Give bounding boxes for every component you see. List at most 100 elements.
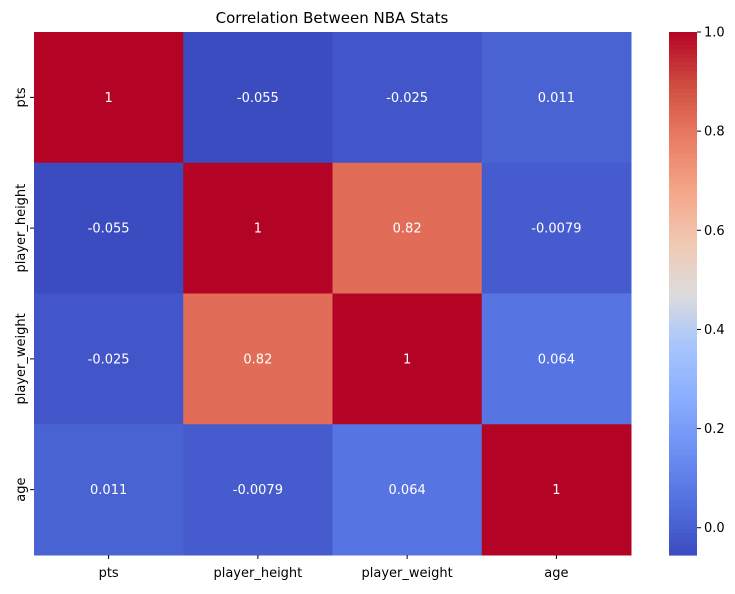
heatmap-cell xyxy=(332,32,483,164)
colorbar-segment xyxy=(669,175,697,181)
cell-annotation: -0.055 xyxy=(88,222,130,237)
colorbar-segment xyxy=(669,467,697,473)
colorbar-segment xyxy=(669,110,697,116)
colorbar-tick-label: 0.6 xyxy=(704,224,725,239)
colorbar-segment xyxy=(669,276,697,282)
colorbar-segment xyxy=(669,363,697,369)
heatmap-cell xyxy=(183,424,333,556)
colorbar-segment xyxy=(669,485,697,491)
colorbar-segment xyxy=(669,32,697,37)
colorbar-segment xyxy=(669,106,697,112)
y-tick-label: player_height xyxy=(14,184,29,273)
colorbar-segment xyxy=(669,88,697,94)
colorbar-segment xyxy=(669,398,697,404)
y-tick-label: age xyxy=(14,478,29,502)
cell-annotation: 0.82 xyxy=(393,222,422,237)
colorbar-segment xyxy=(669,419,697,425)
colorbar-segment xyxy=(669,376,697,382)
colorbar-segment xyxy=(669,332,697,338)
colorbar-segment xyxy=(669,84,697,90)
cell-annotation: -0.055 xyxy=(237,91,279,106)
colorbar-segment xyxy=(669,306,697,312)
colorbar-segment xyxy=(669,454,697,460)
cell-annotation: 1 xyxy=(552,483,560,498)
colorbar-segment xyxy=(669,193,697,199)
x-tick-label: pts xyxy=(99,566,119,581)
colorbar-segment xyxy=(669,71,697,77)
colorbar-segment xyxy=(669,267,697,273)
heatmap-cell xyxy=(183,293,333,425)
colorbar-segment xyxy=(669,201,697,207)
colorbar-segment xyxy=(669,66,697,72)
colorbar-segment xyxy=(669,36,697,42)
colorbar-segment xyxy=(669,367,697,373)
heatmap-cell xyxy=(481,32,632,164)
heatmap-cell xyxy=(332,162,483,294)
colorbar-segment xyxy=(669,215,697,221)
colorbar-segment xyxy=(669,140,697,146)
colorbar-segment xyxy=(669,546,697,552)
cell-annotation: 0.064 xyxy=(389,483,426,498)
colorbar-segment xyxy=(669,262,697,268)
colorbar-segment xyxy=(669,337,697,343)
colorbar-segment xyxy=(669,149,697,155)
colorbar-segment xyxy=(669,328,697,334)
colorbar-segment xyxy=(669,53,697,59)
heatmap-cell xyxy=(34,424,184,556)
cell-annotation: -0.025 xyxy=(386,91,428,106)
cell-annotation: -0.025 xyxy=(88,352,130,367)
colorbar-segment xyxy=(669,350,697,356)
colorbar-segment xyxy=(669,101,697,107)
colorbar-segment xyxy=(669,171,697,177)
colorbar-segment xyxy=(669,158,697,164)
cell-annotation: 1 xyxy=(403,352,411,367)
colorbar-segment xyxy=(669,75,697,81)
heatmap-cell xyxy=(332,424,483,556)
colorbar-segment xyxy=(669,524,697,530)
cell-annotation: -0.0079 xyxy=(531,222,581,237)
colorbar-segment xyxy=(669,437,697,443)
heatmap-cell xyxy=(481,162,632,294)
cell-annotation: 1 xyxy=(104,91,112,106)
colorbar-segment xyxy=(669,533,697,539)
colorbar-segment xyxy=(669,385,697,390)
colorbar-segment xyxy=(669,297,697,303)
colorbar-segment xyxy=(669,358,697,364)
colorbar-segment xyxy=(669,432,697,438)
colorbar-segment xyxy=(669,188,697,194)
colorbar-segment xyxy=(669,520,697,526)
heatmap-annotations: 1 -0.055 -0.025 0.011 -0.055 1 0.82 -0.0079 -0.0… xyxy=(88,91,582,498)
cell-annotation: 1 xyxy=(254,222,262,237)
colorbar-segment xyxy=(669,463,697,469)
colorbar-segment xyxy=(669,507,697,513)
colorbar-segment xyxy=(669,389,697,395)
colorbar-segment xyxy=(669,123,697,129)
colorbar-segment xyxy=(669,245,697,251)
colorbar-segment xyxy=(669,293,697,299)
heatmap-cells xyxy=(34,32,632,556)
colorbar-segment xyxy=(669,472,697,478)
colorbar-segment xyxy=(669,236,697,242)
colorbar-segment xyxy=(669,127,697,133)
colorbar: 0.0 0.2 0.4 0.6 0.8 1.0 xyxy=(669,26,725,556)
colorbar-segment xyxy=(669,441,697,447)
colorbar-segment xyxy=(669,154,697,159)
colorbar-segment xyxy=(669,132,697,138)
colorbar-segment xyxy=(669,324,697,329)
colorbar-segment xyxy=(669,62,697,68)
cell-annotation: 0.82 xyxy=(243,352,272,367)
x-tick-label: age xyxy=(544,566,568,581)
colorbar-segment xyxy=(669,58,697,64)
colorbar-segment xyxy=(669,341,697,347)
colorbar-segment xyxy=(669,284,697,290)
colorbar-segment xyxy=(669,162,697,168)
cell-annotation: 0.011 xyxy=(538,91,575,106)
colorbar-segment xyxy=(669,402,697,408)
colorbar-segment xyxy=(669,498,697,504)
heatmap-cell xyxy=(481,424,632,556)
colorbar-segment xyxy=(669,219,697,225)
colorbar-segment xyxy=(669,511,697,517)
colorbar-segment xyxy=(669,528,697,534)
colorbar-segment xyxy=(669,302,697,308)
